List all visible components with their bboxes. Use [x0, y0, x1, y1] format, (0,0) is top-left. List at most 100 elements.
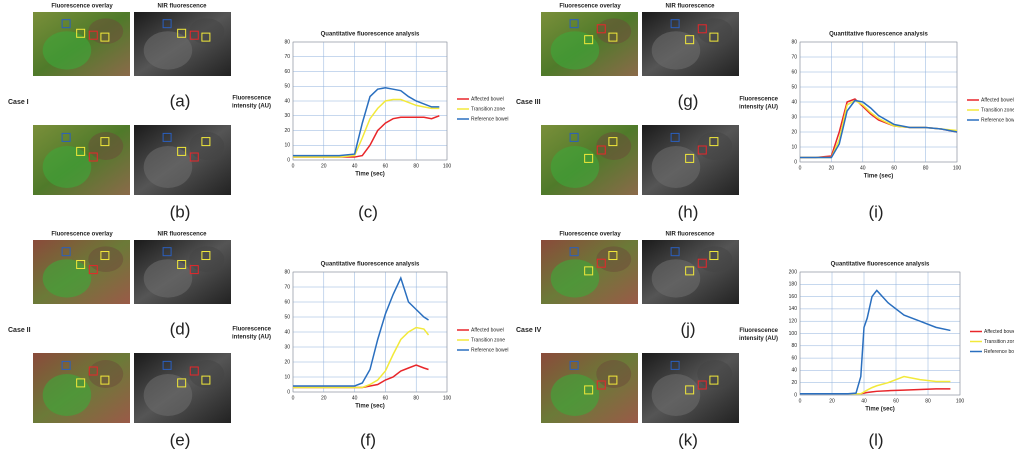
roi-box [608, 137, 618, 147]
roi-box [162, 19, 172, 29]
legend-label: Transition zone [981, 107, 1014, 113]
roi-box [584, 266, 594, 276]
y-tick-label: 80 [284, 39, 290, 45]
roi-box [76, 259, 86, 269]
roi-box [709, 375, 719, 385]
image-title: Fluorescence overlay [51, 4, 113, 10]
panel-label: (f) [360, 430, 376, 449]
y-tick-label: 180 [789, 282, 798, 288]
y-axis-label: Fluorescence [232, 327, 271, 333]
nir-image [642, 12, 739, 76]
panel-label: (b) [170, 202, 191, 221]
y-tick-label: 80 [791, 39, 797, 45]
legend-label: Affected bowel [471, 96, 504, 102]
legend-label: Transition zone [471, 337, 505, 343]
y-tick-label: 20 [284, 359, 290, 365]
x-tick-label: 40 [352, 395, 358, 401]
overlay-image [33, 125, 130, 195]
x-tick-label: 80 [925, 398, 931, 404]
roi-box [685, 266, 695, 276]
y-axis-label: Fluorescence [232, 96, 271, 102]
x-tick-label: 80 [923, 165, 929, 171]
chart-title: Quantitative fluorescence analysis [829, 32, 928, 38]
panel-label: (e) [170, 430, 191, 449]
y-tick-label: 30 [791, 114, 797, 120]
data-line [800, 99, 958, 159]
nir-image [642, 125, 739, 195]
roi-box [584, 153, 594, 163]
roi-box [697, 24, 707, 34]
panel-label: (h) [678, 202, 699, 221]
roi-box [201, 375, 211, 385]
roi-box [670, 132, 680, 142]
x-tick-label: 0 [799, 165, 802, 171]
y-tick-label: 50 [284, 84, 290, 90]
y-tick-label: 0 [287, 389, 290, 395]
y-tick-label: 10 [284, 374, 290, 380]
roi-box [670, 247, 680, 257]
nir-image [642, 353, 739, 423]
y-tick-label: 200 [789, 269, 798, 275]
roi-box [61, 19, 71, 29]
image-title: Fluorescence overlay [51, 232, 113, 238]
roi-box [608, 32, 618, 42]
image-blob [143, 259, 193, 298]
x-tick-label: 60 [893, 398, 899, 404]
y-tick-label: 30 [284, 113, 290, 119]
roi-box [100, 375, 110, 385]
x-tick-label: 80 [413, 395, 419, 401]
y-axis-label: Fluorescence [739, 328, 778, 334]
roi-box [709, 137, 719, 147]
roi-box [670, 19, 680, 29]
overlay-image [33, 12, 130, 76]
roi-box [596, 145, 606, 155]
y-tick-label: 40 [791, 99, 797, 105]
x-tick-label: 60 [383, 163, 389, 169]
image-blob [42, 374, 92, 416]
data-line [293, 275, 429, 387]
x-tick-label: 20 [321, 395, 327, 401]
panel-label: (l) [868, 430, 883, 449]
y-tick-label: 20 [284, 128, 290, 134]
chart-title: Quantitative fluorescence analysis [831, 262, 930, 268]
y-tick-label: 70 [284, 284, 290, 290]
roi-box [162, 132, 172, 142]
y-tick-label: 60 [284, 69, 290, 75]
y-tick-label: 0 [794, 159, 797, 165]
image-blob [143, 146, 193, 188]
roi-box [76, 146, 86, 156]
legend-label: Affected bowel [471, 327, 504, 333]
image-blob [550, 374, 600, 416]
image-blob [143, 31, 193, 70]
roi-box [697, 145, 707, 155]
legend-label: Reference bowel [984, 349, 1014, 355]
y-tick-label: 30 [284, 344, 290, 350]
overlay-image [541, 125, 638, 195]
image-blob [697, 18, 733, 44]
roi-box [685, 35, 695, 45]
image-title: Fluorescence overlay [559, 4, 621, 10]
image-blob [651, 146, 701, 188]
y-tick-label: 40 [284, 329, 290, 335]
roi-box [88, 30, 98, 40]
roi-box [177, 28, 187, 38]
roi-box [189, 30, 199, 40]
roi-box [697, 258, 707, 268]
roi-box [596, 258, 606, 268]
x-tick-label: 40 [861, 398, 867, 404]
x-tick-label: 20 [829, 165, 835, 171]
roi-box [61, 360, 71, 370]
roi-box [685, 385, 695, 395]
roi-box [189, 152, 199, 162]
roi-box [177, 146, 187, 156]
panel-label: (k) [678, 430, 698, 449]
image-title: Fluorescence overlay [559, 232, 621, 238]
data-line [800, 289, 951, 395]
y-tick-label: 40 [284, 98, 290, 104]
y-tick-label: 80 [791, 343, 797, 349]
roi-box [569, 247, 579, 257]
image-blob [651, 259, 701, 298]
data-line [293, 115, 440, 158]
panel-label: (a) [170, 91, 191, 110]
image-blob [42, 146, 92, 188]
